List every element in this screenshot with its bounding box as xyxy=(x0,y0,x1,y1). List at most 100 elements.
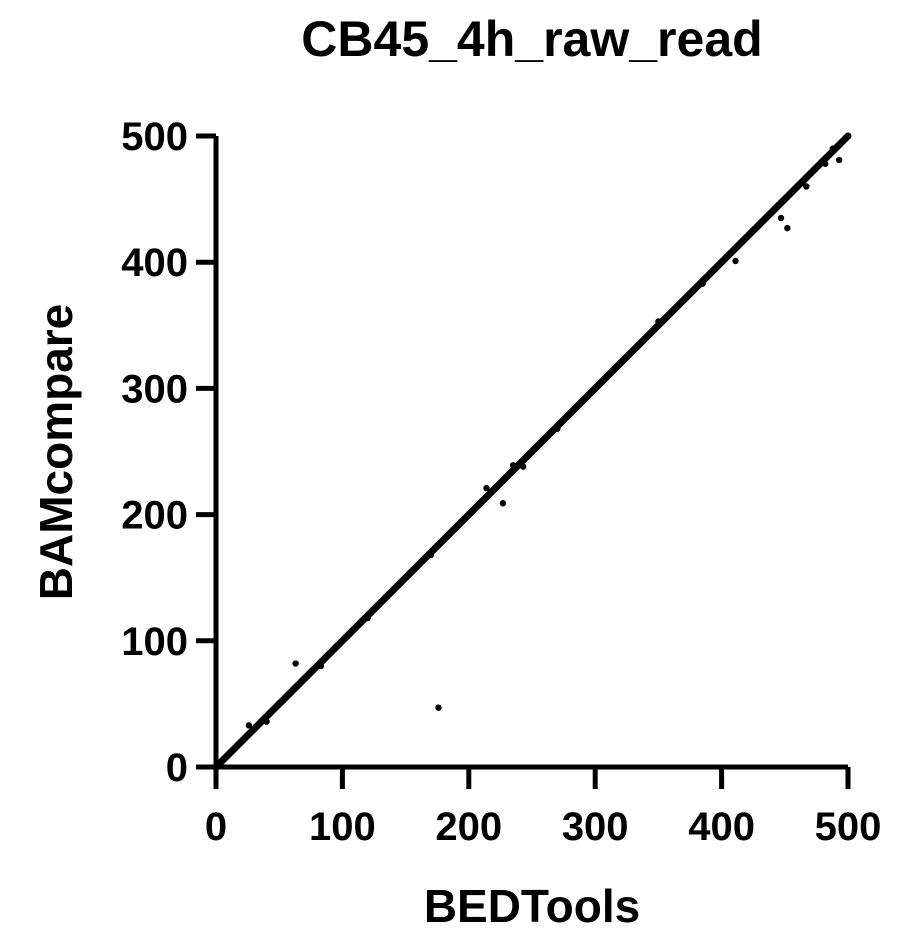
data-point xyxy=(648,328,656,335)
data-point xyxy=(471,505,479,512)
x-ticks: 0 100 200 300 400 500 xyxy=(205,767,882,849)
x-tick-label: 400 xyxy=(688,805,755,849)
data-point xyxy=(800,176,807,184)
y-tick-label: 200 xyxy=(121,494,188,538)
data-point xyxy=(402,574,409,581)
data-point xyxy=(623,353,630,361)
data-point xyxy=(541,435,548,443)
data-point xyxy=(617,359,624,367)
data-point xyxy=(332,643,340,651)
data-point xyxy=(263,713,270,720)
data-point xyxy=(288,688,296,695)
data-point xyxy=(592,385,599,392)
data-point xyxy=(497,479,504,487)
data-point xyxy=(339,637,346,644)
x-tick-label: 300 xyxy=(562,805,629,849)
data-point xyxy=(499,500,507,507)
data-point xyxy=(250,725,258,733)
data-point xyxy=(585,391,593,398)
data-point xyxy=(554,425,561,432)
data-point xyxy=(661,315,668,323)
data-point xyxy=(276,700,283,708)
data-point xyxy=(434,542,441,550)
data-point xyxy=(566,410,574,417)
data-point xyxy=(829,145,837,152)
data-point xyxy=(370,606,378,613)
data-point xyxy=(705,271,713,279)
data-point xyxy=(547,429,555,436)
y-axis-label: BAMcompare xyxy=(30,304,82,601)
data-point xyxy=(743,233,751,241)
data-point xyxy=(478,498,485,506)
data-point xyxy=(732,257,739,265)
data-point xyxy=(528,448,536,455)
data-point xyxy=(573,404,580,411)
data-point xyxy=(269,707,277,714)
data-point xyxy=(282,694,289,701)
data-point xyxy=(731,246,738,253)
data-point xyxy=(777,214,785,222)
x-tick-label: 0 xyxy=(205,805,227,849)
data-point xyxy=(415,561,422,569)
data-point xyxy=(509,462,517,469)
data-point xyxy=(712,265,719,272)
data-point xyxy=(358,618,365,626)
data-point xyxy=(301,675,308,682)
data-points xyxy=(212,132,852,771)
y-tick-label: 400 xyxy=(121,241,188,285)
data-point xyxy=(560,416,567,424)
data-point xyxy=(822,160,829,167)
data-point xyxy=(806,170,814,178)
data-point xyxy=(503,473,510,480)
y-tick-label: 0 xyxy=(166,746,188,790)
data-point xyxy=(825,151,833,159)
data-point xyxy=(389,587,397,594)
data-point xyxy=(307,669,314,676)
data-point xyxy=(762,214,770,222)
data-point xyxy=(238,738,245,745)
data-point xyxy=(535,441,542,449)
data-point xyxy=(396,580,403,588)
data-point xyxy=(835,156,843,164)
data-point xyxy=(579,397,586,405)
y-ticks: 0 100 200 300 400 500 xyxy=(121,115,216,790)
data-point xyxy=(813,164,820,171)
y-axis-label-group: BAMcompare xyxy=(30,304,82,601)
y-tick-label: 300 xyxy=(121,367,188,411)
data-point xyxy=(844,132,852,140)
data-point xyxy=(636,341,643,348)
y-tick-label: 100 xyxy=(121,620,188,664)
data-point xyxy=(768,208,776,215)
data-point xyxy=(787,189,795,196)
data-point xyxy=(784,224,791,232)
data-point xyxy=(838,139,845,146)
x-tick-label: 100 xyxy=(309,805,376,849)
data-point xyxy=(693,284,700,291)
data-point xyxy=(610,366,618,373)
data-point xyxy=(522,454,529,462)
data-point xyxy=(244,732,251,739)
data-point xyxy=(629,347,637,354)
data-point xyxy=(364,614,371,622)
x-axis-label: BEDTools xyxy=(424,880,640,932)
data-point xyxy=(737,240,744,247)
data-point xyxy=(421,555,428,562)
data-point xyxy=(642,334,649,342)
data-point xyxy=(245,722,253,729)
data-point xyxy=(756,221,763,228)
data-point xyxy=(509,467,517,474)
data-point xyxy=(598,378,605,386)
data-point xyxy=(452,524,460,531)
data-point xyxy=(680,296,687,304)
data-point xyxy=(263,718,270,725)
x-tick-label: 200 xyxy=(435,805,502,849)
x-tick-label: 500 xyxy=(815,805,882,849)
data-point xyxy=(408,568,416,575)
data-point xyxy=(775,202,782,209)
data-point xyxy=(750,227,757,234)
data-point xyxy=(317,662,325,670)
data-point xyxy=(446,530,454,537)
data-point xyxy=(292,660,299,667)
data-point xyxy=(459,517,466,525)
